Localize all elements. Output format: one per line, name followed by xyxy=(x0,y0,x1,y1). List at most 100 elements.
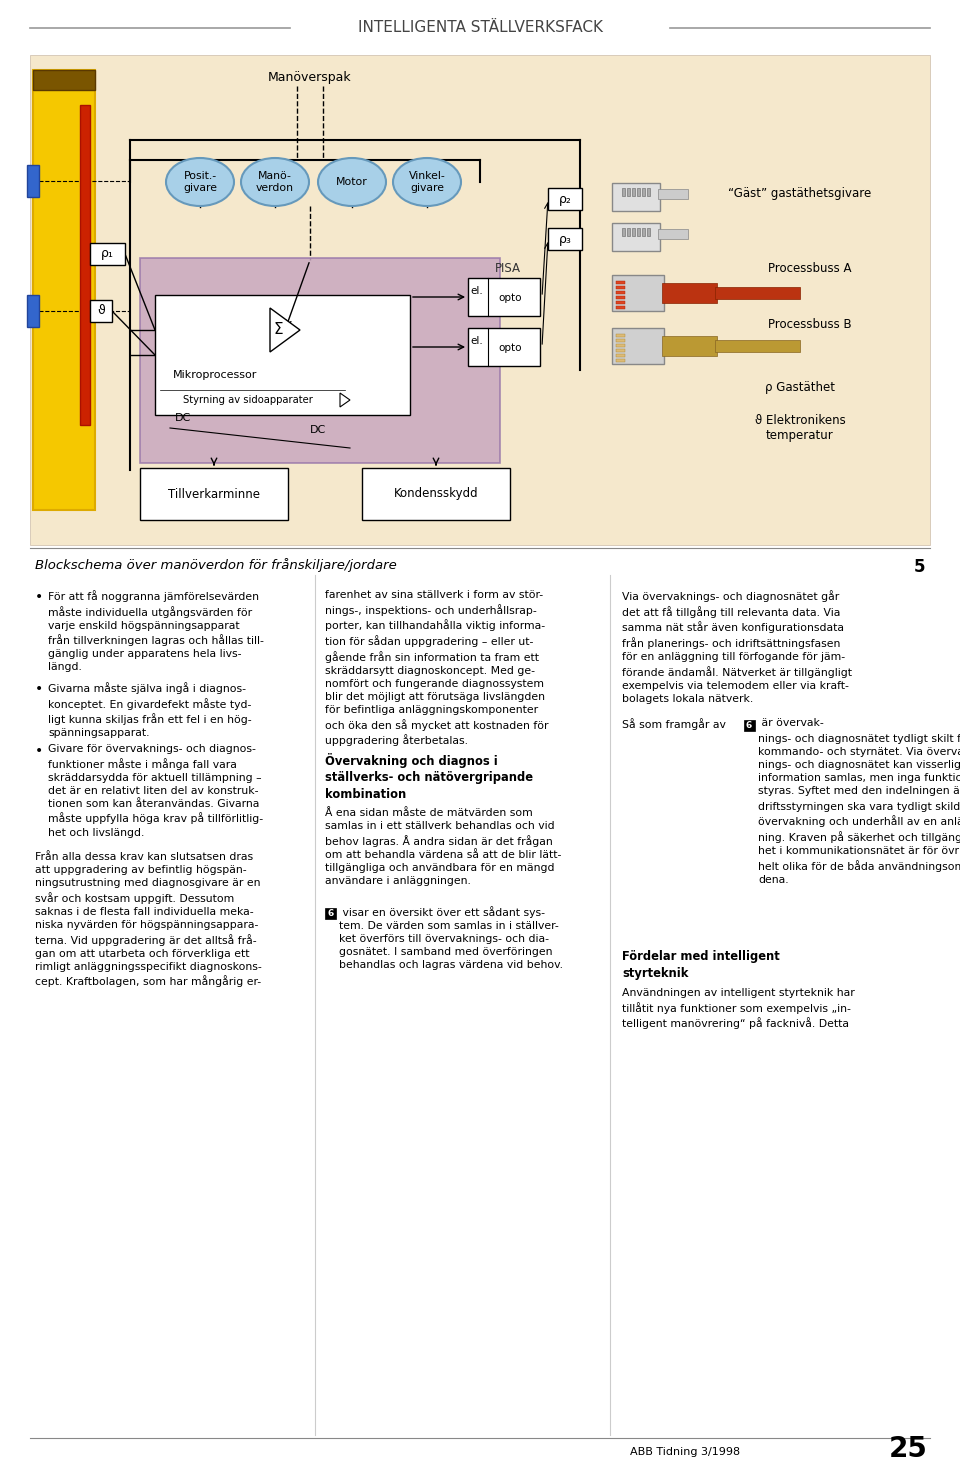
Bar xyxy=(616,295,625,300)
Text: el.: el. xyxy=(470,336,484,346)
Bar xyxy=(140,468,288,520)
Bar xyxy=(616,360,625,363)
Text: farenhet av sina ställverk i form av stör-
nings-, inspektions- och underhållsra: farenhet av sina ställverk i form av stö… xyxy=(325,591,548,746)
Text: •: • xyxy=(35,681,43,696)
Bar xyxy=(715,341,800,352)
Text: Övervakning och diagnos i
ställverks- och nätövergripande
kombination: Övervakning och diagnos i ställverks- oc… xyxy=(325,753,533,801)
Bar xyxy=(362,468,510,520)
Text: ρ₃: ρ₃ xyxy=(559,232,571,246)
Bar xyxy=(155,295,410,415)
Text: •: • xyxy=(35,744,43,757)
Text: INTELLIGENTA STÄLLVERKSFACK: INTELLIGENTA STÄLLVERKSFACK xyxy=(357,20,603,35)
Bar xyxy=(468,327,540,366)
Text: Kondensskydd: Kondensskydd xyxy=(394,487,478,500)
Bar xyxy=(612,224,660,251)
Text: •: • xyxy=(35,591,43,604)
Text: Vinkel-
givare: Vinkel- givare xyxy=(409,171,445,193)
Text: ρ₁: ρ₁ xyxy=(101,247,113,260)
Bar xyxy=(33,70,95,91)
Bar xyxy=(715,287,800,300)
Bar xyxy=(642,189,645,196)
Text: Från alla dessa krav kan slutsatsen dras
att uppgradering av befintlig högspän-
: Från alla dessa krav kan slutsatsen dras… xyxy=(35,852,262,987)
Text: Mikroprocessor: Mikroprocessor xyxy=(173,370,257,380)
Ellipse shape xyxy=(393,158,461,206)
Text: 25: 25 xyxy=(889,1436,928,1462)
Bar xyxy=(616,291,625,294)
Text: Posit.-
givare: Posit.- givare xyxy=(183,171,217,193)
Text: 5: 5 xyxy=(914,558,925,576)
Text: Manö-
verdon: Manö- verdon xyxy=(256,171,294,193)
Text: Via övervaknings- och diagnosnätet går
det att få tillgång till relevanta data. : Via övervaknings- och diagnosnätet går d… xyxy=(622,591,852,703)
Text: Manöverspak: Manöverspak xyxy=(268,72,351,85)
Text: Givare för övervaknings- och diagnos-
funktioner måste i många fall vara
skrädda: Givare för övervaknings- och diagnos- fu… xyxy=(48,744,263,838)
Text: Fördelar med intelligent
styrteknik: Fördelar med intelligent styrteknik xyxy=(622,950,780,980)
Bar xyxy=(616,281,625,284)
Text: Processbuss A: Processbuss A xyxy=(768,262,852,275)
Bar xyxy=(616,333,625,338)
Bar xyxy=(612,275,664,311)
Text: Styrning av sidoapparater: Styrning av sidoapparater xyxy=(183,395,313,405)
Bar xyxy=(325,908,336,920)
Bar xyxy=(622,189,625,196)
Text: ρ₂: ρ₂ xyxy=(559,193,571,206)
Text: opto: opto xyxy=(498,344,521,352)
Text: Givarna måste själva ingå i diagnos-
konceptet. En givardefekt måste tyd-
ligt k: Givarna måste själva ingå i diagnos- kon… xyxy=(48,681,252,738)
Bar xyxy=(27,295,39,327)
Text: ϑ Elektronikens
temperatur: ϑ Elektronikens temperatur xyxy=(755,414,846,442)
Text: är övervak-
nings- och diagnosnätet tydligt skilt från
kommando- och styrnätet. : är övervak- nings- och diagnosnätet tydl… xyxy=(758,718,960,885)
Text: “Gäst” gastäthetsgivare: “Gäst” gastäthetsgivare xyxy=(729,187,872,199)
Bar xyxy=(612,327,664,364)
Bar xyxy=(616,339,625,342)
Text: För att få noggranna jämförelsevärden
måste individuella utgångsvärden för
varje: För att få noggranna jämförelsevärden må… xyxy=(48,591,264,673)
Bar xyxy=(616,287,625,289)
Bar xyxy=(632,189,635,196)
Polygon shape xyxy=(270,308,300,352)
Text: Å ena sidan måste de mätvärden som
samlas in i ett ställverk behandlas och vid
b: Å ena sidan måste de mätvärden som samla… xyxy=(325,808,562,886)
Text: DC: DC xyxy=(175,412,191,423)
Text: ρ Gastäthet: ρ Gastäthet xyxy=(765,380,835,393)
Bar xyxy=(622,228,625,235)
Text: PISA: PISA xyxy=(495,262,521,275)
Text: DC: DC xyxy=(310,425,326,436)
Text: el.: el. xyxy=(470,287,484,295)
Bar xyxy=(616,306,625,308)
Ellipse shape xyxy=(166,158,234,206)
Bar xyxy=(637,189,640,196)
Bar xyxy=(627,189,630,196)
Text: Tillverkarminne: Tillverkarminne xyxy=(168,487,260,500)
Text: opto: opto xyxy=(498,292,521,303)
Bar xyxy=(616,344,625,346)
Bar xyxy=(90,300,112,322)
Text: Blockschema över manöverdon för frånskiljare/jordare: Blockschema över manöverdon för frånskil… xyxy=(35,558,396,572)
Bar xyxy=(658,230,688,238)
Text: visar en översikt över ett sådant sys-
tem. De värden som samlas in i ställver-
: visar en översikt över ett sådant sys- t… xyxy=(339,906,563,971)
Ellipse shape xyxy=(241,158,309,206)
Bar xyxy=(30,56,930,545)
Bar xyxy=(33,70,95,510)
Bar xyxy=(612,183,660,211)
Bar xyxy=(468,278,540,316)
Text: Processbuss B: Processbuss B xyxy=(768,319,852,332)
Text: ABB Tidning 3/1998: ABB Tidning 3/1998 xyxy=(630,1447,740,1458)
Bar xyxy=(627,228,630,235)
Bar xyxy=(662,284,717,303)
Text: Så som framgår av: Så som framgår av xyxy=(622,718,726,730)
Bar xyxy=(658,189,688,199)
Bar xyxy=(632,228,635,235)
Bar xyxy=(647,228,650,235)
Bar xyxy=(90,243,125,265)
Text: 6: 6 xyxy=(327,909,334,918)
Bar xyxy=(642,228,645,235)
Bar xyxy=(616,354,625,357)
Bar xyxy=(27,165,39,197)
Bar xyxy=(140,257,500,463)
Bar xyxy=(637,228,640,235)
Text: Användningen av intelligent styrteknik har
tillåtit nya funktioner som exempelvi: Användningen av intelligent styrteknik h… xyxy=(622,988,854,1029)
Text: 6: 6 xyxy=(746,722,752,731)
Bar xyxy=(616,349,625,352)
Bar xyxy=(548,189,582,211)
Bar xyxy=(616,301,625,304)
Text: Motor: Motor xyxy=(336,177,368,187)
Text: Σ: Σ xyxy=(274,323,283,338)
Bar xyxy=(647,189,650,196)
